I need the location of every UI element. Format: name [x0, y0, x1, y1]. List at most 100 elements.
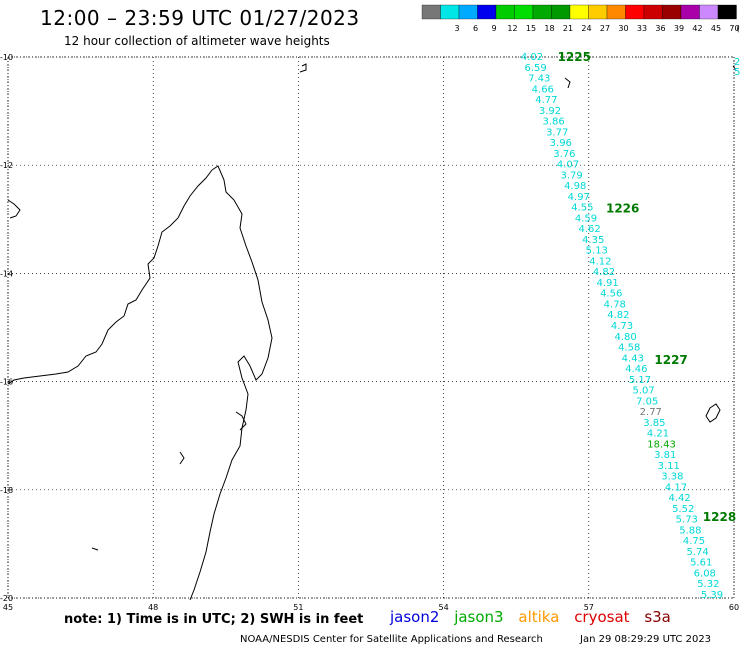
track-value: 5.74 — [686, 547, 708, 558]
legend-tick-label: 33 — [637, 24, 647, 33]
track-value: 3.77 — [546, 127, 568, 138]
track-value: 4.42 — [668, 493, 690, 504]
satellite-cryosat: cryosat — [574, 608, 630, 626]
track-value: 4.82 — [593, 267, 615, 278]
legend-tick-label: 15 — [526, 24, 536, 33]
track-value: 4.12 — [589, 256, 611, 267]
track-value: 3.81 — [654, 450, 676, 461]
legend-tick-label: 6 — [473, 24, 478, 33]
track-value: 4.46 — [625, 364, 647, 375]
track-value: 5.61 — [690, 558, 712, 569]
track-value: 5.52 — [672, 504, 694, 515]
legend-tick-label: 12 — [507, 24, 517, 33]
legend-tick-label: 9 — [491, 24, 496, 33]
footer-note: note: 1) Time is in UTC; 2) SWH is in fe… — [64, 612, 364, 627]
track-value: 4.56 — [600, 289, 622, 300]
track-value: 5.39 — [701, 590, 723, 601]
legend-tick-label: 18 — [544, 24, 554, 33]
legend-tick-label: 70 — [729, 24, 739, 33]
pass-number: 1226 — [606, 201, 639, 215]
pass-number: 1227 — [654, 353, 687, 367]
track-value: 4.77 — [535, 95, 557, 106]
track-value: 4.62 — [578, 224, 600, 235]
track-value: 5.17 — [629, 375, 651, 386]
track-value: 4.35 — [582, 235, 604, 246]
legend-tick-label: 30 — [618, 24, 628, 33]
longitude-label: 48 — [148, 603, 158, 612]
track-value: 3.96 — [550, 138, 572, 149]
track-value: 3.79 — [560, 170, 582, 181]
legend-tick-label: 24 — [581, 24, 591, 33]
longitude-label: 57 — [584, 603, 594, 612]
legend-swatch — [662, 4, 682, 20]
pass-number: 1228 — [703, 510, 736, 524]
legend-swatch — [569, 4, 589, 20]
legend-tick-label: 45 — [711, 24, 721, 33]
longitude-label: 60 — [729, 603, 739, 612]
legend-swatch — [717, 4, 737, 20]
pass-labels: 1225 1226 1227 1228 — [558, 50, 737, 524]
track-value: 4.43 — [622, 353, 644, 364]
legend-tick-label: 42 — [692, 24, 702, 33]
track-value: 4.59 — [575, 213, 597, 224]
satellite-legend: jason2 jason3 altika cryosat s3a — [390, 608, 681, 626]
track-value: 3.85 — [643, 418, 665, 429]
legend-swatch — [440, 4, 460, 20]
track-value: 4.91 — [596, 278, 618, 289]
longitude-label: 54 — [439, 603, 449, 612]
legend-swatch — [514, 4, 534, 20]
legend-swatch — [588, 4, 608, 20]
track-value: 18.43 — [647, 439, 676, 450]
track-value: 4.66 — [532, 84, 554, 95]
track-value: 4.02 — [521, 52, 543, 63]
track-value: 4.75 — [683, 536, 705, 547]
island-outlines — [564, 65, 737, 423]
track-value: 5.07 — [632, 386, 654, 397]
track-value: 4.07 — [557, 160, 579, 171]
map-title: 12:00 – 23:59 UTC 01/27/2023 — [40, 6, 360, 30]
map-subtitle: 12 hour collection of altimeter wave hei… — [64, 34, 330, 48]
track-value: 6.08 — [694, 568, 716, 579]
map-frame — [7, 56, 735, 599]
longitude-label: 45 — [3, 603, 13, 612]
track-value: 4.17 — [665, 482, 687, 493]
madagascar-coastline — [7, 63, 307, 601]
altimeter-track: 4.026.597.434.664.773.923.863.773.963.76… — [521, 52, 740, 601]
latitude-label: -18 — [0, 486, 13, 495]
satellite-s3a: s3a — [644, 608, 671, 626]
track-value: 5.13 — [586, 246, 608, 257]
track-value: 3.92 — [539, 106, 561, 117]
track-value: 3.76 — [553, 149, 575, 160]
latitude-label: -20 — [0, 594, 13, 603]
track-value: 6.59 — [524, 63, 546, 74]
pass-number: 1225 — [558, 50, 591, 64]
track-value: 4.80 — [614, 332, 636, 343]
credit-line: NOAA/NESDIS Center for Satellite Applica… — [240, 634, 543, 645]
track-value: 4.98 — [564, 181, 586, 192]
legend-swatch — [421, 4, 441, 20]
legend-swatch — [458, 4, 478, 20]
track-value: 3.38 — [661, 472, 683, 483]
graticule — [7, 56, 735, 599]
track-value: 5.32 — [697, 579, 719, 590]
legend-swatch — [680, 4, 700, 20]
legend-tick-label: 21 — [563, 24, 573, 33]
edge-track-value: 2 — [734, 57, 740, 68]
legend-swatch — [699, 4, 719, 20]
legend-swatch — [606, 4, 626, 20]
legend-tick-label: 27 — [600, 24, 610, 33]
track-value: 3.11 — [658, 461, 680, 472]
legend-swatch — [643, 4, 663, 20]
track-value: 4.58 — [618, 343, 640, 354]
track-value: 4.97 — [568, 192, 590, 203]
edge-track-value: 5 — [734, 67, 740, 78]
legend-swatch — [551, 4, 571, 20]
track-value: 5.88 — [679, 525, 701, 536]
legend-swatch — [625, 4, 645, 20]
longitude-label: 51 — [293, 603, 303, 612]
legend-tick-label: 36 — [655, 24, 665, 33]
generated-timestamp: Jan 29 08:29:29 UTC 2023 — [580, 634, 712, 645]
latitude-label: -14 — [0, 269, 13, 278]
